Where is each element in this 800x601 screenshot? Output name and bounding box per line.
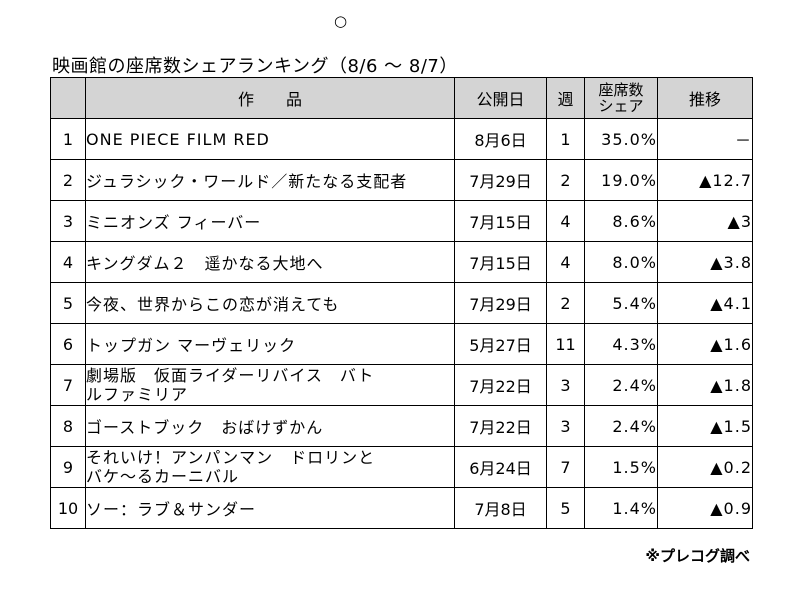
trend-cell: ▲1.6: [657, 323, 753, 365]
share-cell: 4.3%: [584, 323, 658, 365]
table-row: 9 それいけ！アンパンマン ドロリンと バケ～るカーニバル 6月24日 7 1.…: [50, 446, 753, 488]
page-title: 映画館の座席数シェアランキング（8/6 ～ 8/7）: [52, 56, 458, 77]
release-date-cell: 7月29日: [454, 282, 547, 324]
table-row: 2 ジュラシック・ワールド／新たなる支配者 7月29日 2 19.0% ▲12.…: [50, 159, 753, 201]
work-title-cell: ONE PIECE FILM RED: [85, 118, 455, 160]
weeks-cell: 1: [546, 118, 585, 160]
rank-cell: 6: [50, 323, 86, 365]
release-date-cell: 8月6日: [454, 118, 547, 160]
release-date-cell: 7月22日: [454, 364, 547, 406]
share-header-line1: 座席数: [598, 81, 644, 99]
weeks-cell: 3: [546, 364, 585, 406]
share-cell: 5.4%: [584, 282, 658, 324]
table-row: 1 ONE PIECE FILM RED 8月6日 1 35.0% －: [50, 118, 753, 160]
release-date-cell: 5月27日: [454, 323, 547, 365]
work-title-cell: 今夜、世界からこの恋が消えても: [85, 282, 455, 324]
rank-cell: 5: [50, 282, 86, 324]
share-cell: 2.4%: [584, 364, 658, 406]
work-title-cell: トップガン マーヴェリック: [85, 323, 455, 365]
work-title-line1: 劇場版 仮面ライダーリバイス バト: [86, 366, 375, 385]
work-title-line2: バケ～るカーニバル: [86, 467, 240, 486]
release-date-cell: 7月8日: [454, 487, 547, 529]
share-column-header: 座席数 シェア: [584, 77, 658, 119]
trend-cell: ▲1.5: [657, 405, 753, 447]
table-row: 4 キングダム２ 遥かなる大地へ 7月15日 4 8.0% ▲3.8: [50, 241, 753, 283]
table-row: 10 ソー：ラブ＆サンダー 7月8日 5 1.4% ▲0.9: [50, 487, 753, 529]
rank-cell: 9: [50, 446, 86, 488]
share-cell: 8.6%: [584, 200, 658, 242]
trend-cell: ▲12.7: [657, 159, 753, 201]
trend-cell: ▲4.1: [657, 282, 753, 324]
weeks-cell: 7: [546, 446, 585, 488]
work-title-cell: ゴーストブック おばけずかん: [85, 405, 455, 447]
work-title-cell: それいけ！アンパンマン ドロリンと バケ～るカーニバル: [85, 446, 455, 488]
release-date-cell: 7月15日: [454, 200, 547, 242]
work-title-line2: ルファミリア: [86, 385, 189, 404]
rank-cell: 7: [50, 364, 86, 406]
share-cell: 2.4%: [584, 405, 658, 447]
release-date-cell: 7月22日: [454, 405, 547, 447]
rank-cell: 1: [50, 118, 86, 160]
release-date-cell: 7月29日: [454, 159, 547, 201]
table-row: 5 今夜、世界からこの恋が消えても 7月29日 2 5.4% ▲4.1: [50, 282, 753, 324]
rank-cell: 4: [50, 241, 86, 283]
release-column-header: 公開日: [454, 77, 547, 119]
trend-cell: ▲0.9: [657, 487, 753, 529]
rank-cell: 2: [50, 159, 86, 201]
share-cell: 19.0%: [584, 159, 658, 201]
share-cell: 35.0%: [584, 118, 658, 160]
share-cell: 1.5%: [584, 446, 658, 488]
share-cell: 1.4%: [584, 487, 658, 529]
table-header-row: 作 品 公開日 週 座席数 シェア 推移: [50, 77, 753, 119]
work-title-cell: ソー：ラブ＆サンダー: [85, 487, 455, 529]
table-row: 8 ゴーストブック おばけずかん 7月22日 3 2.4% ▲1.5: [50, 405, 753, 447]
ranking-table: 作 品 公開日 週 座席数 シェア 推移 1 ONE PIECE FILM RE…: [50, 77, 753, 529]
share-header-line2: シェア: [598, 97, 644, 115]
trend-cell: －: [657, 118, 753, 160]
rank-cell: 8: [50, 405, 86, 447]
work-title-cell: ジュラシック・ワールド／新たなる支配者: [85, 159, 455, 201]
weeks-cell: 2: [546, 159, 585, 201]
table-row: 3 ミニオンズ フィーバー 7月15日 4 8.6% ▲3: [50, 200, 753, 242]
trend-column-header: 推移: [657, 77, 753, 119]
source-note: ※プレコグ調べ: [645, 547, 750, 565]
weeks-cell: 2: [546, 282, 585, 324]
header-mark: ○: [334, 12, 348, 30]
weeks-cell: 4: [546, 241, 585, 283]
trend-cell: ▲3: [657, 200, 753, 242]
weeks-column-header: 週: [546, 77, 585, 119]
work-title-cell: キングダム２ 遥かなる大地へ: [85, 241, 455, 283]
share-cell: 8.0%: [584, 241, 658, 283]
weeks-cell: 11: [546, 323, 585, 365]
release-date-cell: 7月15日: [454, 241, 547, 283]
release-date-cell: 6月24日: [454, 446, 547, 488]
rank-column-header: [50, 77, 86, 119]
work-title-cell: ミニオンズ フィーバー: [85, 200, 455, 242]
trend-cell: ▲3.8: [657, 241, 753, 283]
trend-cell: ▲1.8: [657, 364, 753, 406]
work-title-cell: 劇場版 仮面ライダーリバイス バト ルファミリア: [85, 364, 455, 406]
rank-cell: 3: [50, 200, 86, 242]
weeks-cell: 5: [546, 487, 585, 529]
rank-cell: 10: [50, 487, 86, 529]
table-row: 6 トップガン マーヴェリック 5月27日 11 4.3% ▲1.6: [50, 323, 753, 365]
work-title-line1: それいけ！アンパンマン ドロリンと: [86, 448, 376, 467]
table-row: 7 劇場版 仮面ライダーリバイス バト ルファミリア 7月22日 3 2.4% …: [50, 364, 753, 406]
trend-cell: ▲0.2: [657, 446, 753, 488]
weeks-cell: 3: [546, 405, 585, 447]
work-column-header: 作 品: [85, 77, 455, 119]
weeks-cell: 4: [546, 200, 585, 242]
